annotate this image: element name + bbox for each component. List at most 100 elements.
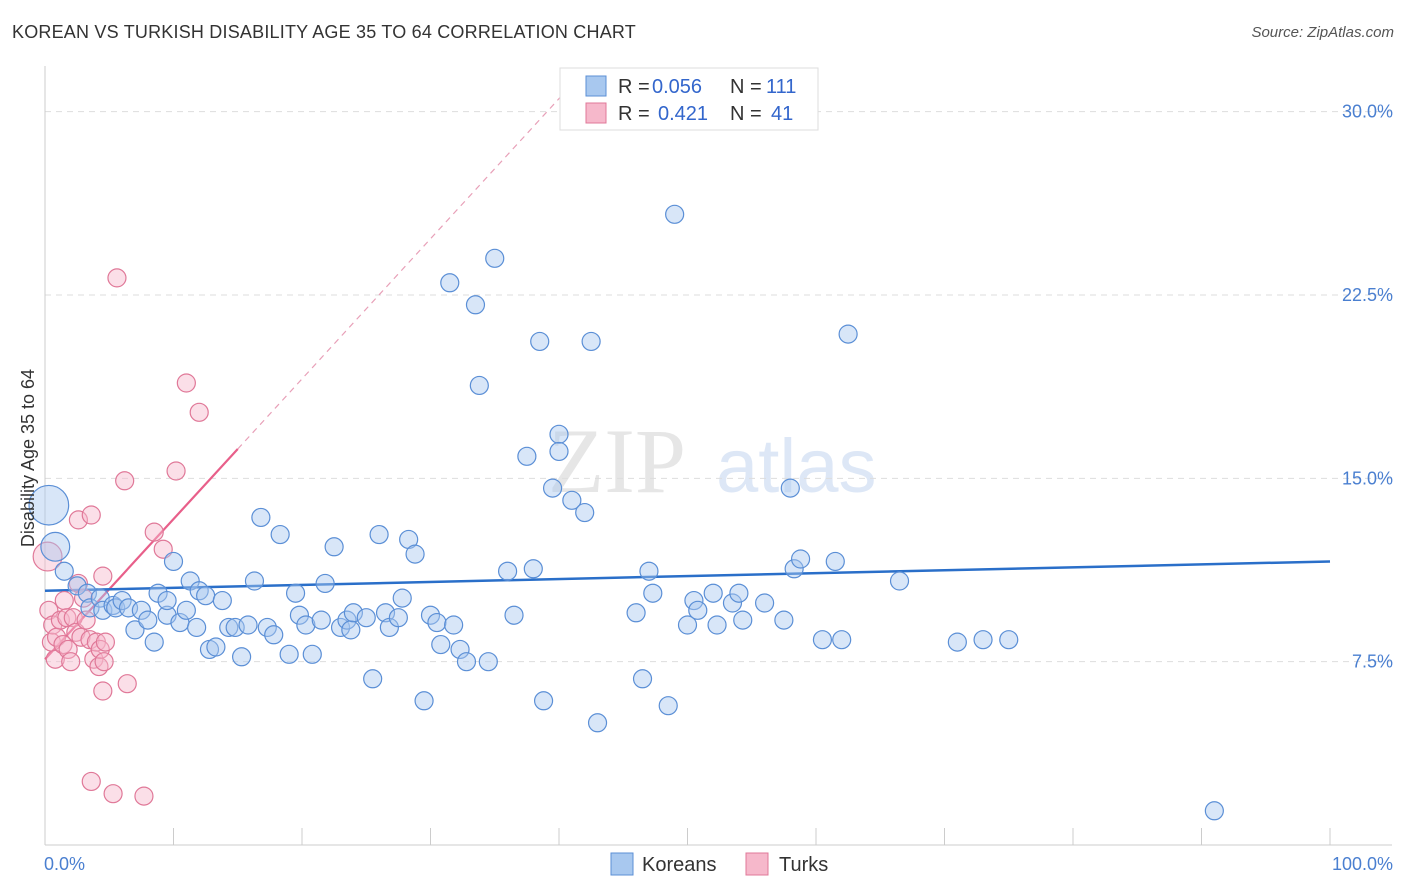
korean-point (341, 620, 361, 640)
turk-point (93, 566, 113, 586)
data-points (28, 204, 1224, 821)
korean-point (163, 551, 184, 572)
legend-n-label-turks: N = (730, 103, 762, 125)
korean-point (639, 561, 659, 581)
korean-point (296, 615, 316, 635)
korean-point (478, 652, 498, 672)
korean-point (219, 617, 239, 638)
korean-trend-line (44, 560, 1331, 593)
korean-point (632, 669, 653, 689)
korean-point (392, 588, 412, 608)
y-tick-label: 30.0% (1342, 102, 1393, 122)
axes (44, 66, 1392, 846)
korean-point (465, 295, 486, 315)
korean-point (450, 639, 470, 660)
korean-point (270, 524, 290, 545)
series-legend: Koreans Turks (610, 852, 828, 876)
korean-point (311, 610, 331, 630)
turk-point (81, 505, 101, 525)
korean-point (812, 630, 833, 650)
korean-point (67, 576, 87, 596)
korean-point (363, 669, 383, 689)
korean-point (112, 590, 132, 611)
legend-r-value-koreans: 0.056 (652, 76, 702, 98)
korean-point (315, 573, 335, 594)
y-tick-label: 15.0% (1342, 468, 1393, 488)
korean-point (244, 571, 265, 591)
korean-point (131, 600, 151, 620)
turk-point (32, 541, 63, 572)
korean-point (343, 603, 363, 623)
korean-point (504, 605, 524, 625)
korean-point (549, 424, 569, 444)
korean-point (626, 603, 646, 623)
korean-point (790, 549, 811, 569)
korean-point (302, 644, 322, 664)
korean-point (838, 324, 858, 344)
korean-point (279, 644, 299, 664)
turk-trend-extension (237, 74, 582, 450)
korean-point (456, 652, 477, 672)
korean-point (40, 531, 71, 562)
korean-point (77, 583, 98, 603)
korean-point (688, 600, 708, 620)
korean-point (138, 610, 158, 630)
x-tick-label-min: 0.0% (44, 854, 85, 874)
turk-point (176, 373, 196, 393)
korean-point (575, 502, 595, 523)
korean-point (414, 691, 434, 711)
korean-point (774, 610, 794, 630)
korean-point (523, 559, 543, 579)
korean-point (144, 632, 164, 652)
y-tick-label: 22.5% (1342, 285, 1393, 305)
korean-point (469, 375, 489, 396)
turk-trend-line (44, 448, 239, 660)
turk-point (95, 632, 115, 652)
korean-point (187, 617, 207, 638)
korean-point (999, 630, 1019, 650)
legend-swatch-koreans (585, 75, 607, 97)
korean-point (707, 615, 727, 635)
korean-point (665, 204, 685, 224)
korean-point (444, 615, 464, 635)
korean-point (703, 583, 723, 603)
legend-swatch-turks (585, 102, 607, 124)
korean-point (530, 331, 550, 352)
korean-point (485, 248, 505, 268)
korean-point (375, 603, 396, 623)
korean-point (54, 561, 74, 581)
korean-point (427, 612, 447, 633)
korean-point (232, 647, 252, 667)
stats-legend: R = 0.056 N = 111 R = 0.421 N = 41 (559, 67, 819, 131)
legend-r-label-koreans: R = (618, 76, 650, 98)
korean-point (289, 605, 310, 625)
watermark-atlas: atlas (716, 424, 877, 509)
korean-point (729, 583, 749, 603)
korean-point (212, 590, 232, 611)
turk-point (93, 681, 113, 701)
korean-point (784, 559, 804, 579)
turk-point (76, 610, 96, 630)
turk-point (189, 402, 209, 422)
x-tick-labels: 0.0% 100.0% (44, 854, 1393, 874)
y-tick-labels: 7.5% 15.0% 22.5% 30.0% (1342, 102, 1393, 672)
korean-point (549, 441, 569, 462)
korean-point (542, 478, 563, 498)
korean-point (1204, 801, 1224, 821)
watermark: ZIP atlas (548, 410, 877, 512)
korean-point (517, 446, 537, 466)
korean-point (388, 608, 408, 628)
korean-point (420, 605, 441, 625)
watermark-zip: ZIP (548, 410, 686, 512)
turk-point (81, 771, 101, 792)
korean-point (285, 583, 306, 603)
turk-point (166, 461, 186, 481)
korean-point (832, 630, 852, 650)
korean-point (498, 561, 518, 581)
korean-point (28, 484, 70, 526)
korean-point (947, 632, 967, 652)
korean-point (581, 331, 601, 352)
korean-point (251, 507, 271, 528)
korean-point (754, 593, 775, 613)
korean-point (157, 590, 177, 611)
